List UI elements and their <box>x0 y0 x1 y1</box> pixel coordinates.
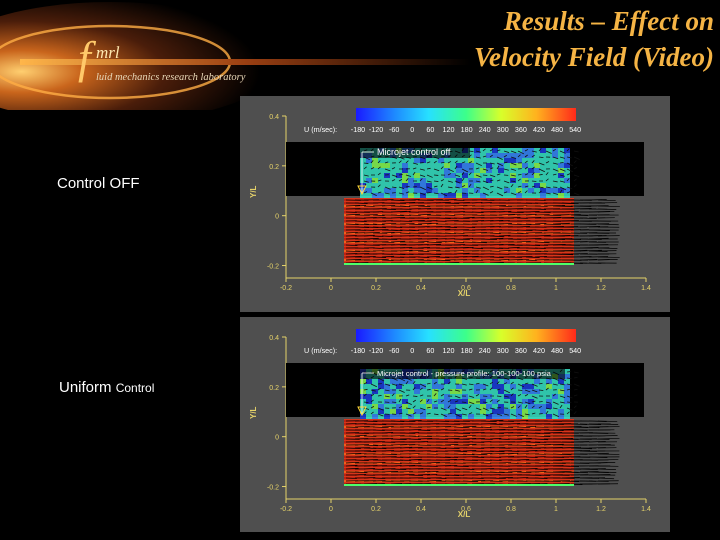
y-tick-label: 0.2 <box>269 385 279 392</box>
legend-tick-label: 420 <box>533 346 545 355</box>
x-tick-label: 0 <box>329 285 333 292</box>
logo-subtitle: luid mechanics research laboratory <box>96 72 246 83</box>
legend-tick-label: 0 <box>410 346 414 355</box>
arrow-icon <box>357 406 367 417</box>
y-tick-label: 0.4 <box>269 335 279 342</box>
slide-title-line1: Results – Effect on <box>503 6 714 36</box>
legend-tick-label: 360 <box>515 346 527 355</box>
y-tick-label: 0 <box>275 214 279 221</box>
legend-tick-label: -180 <box>351 125 365 134</box>
y-tick-label: 0 <box>275 435 279 442</box>
side-label-small: Control <box>115 381 155 395</box>
legend-tick-label: 120 <box>443 346 455 355</box>
legend-tick-label: 60 <box>426 346 434 355</box>
y-axis-label: Y/L <box>249 185 258 198</box>
microjet-annotation: Microjet control - pressure profile: 100… <box>377 369 552 378</box>
y-tick-label: 0.4 <box>269 114 279 121</box>
velocity-plot-uniform-control: 0.4 0.2 0 -0.2 -0.2 0 0.2 0.4 0.6 0.8 1 1.2 1.4 Y/L X/… <box>240 317 670 532</box>
x-tick-label: 0.6 <box>461 506 471 513</box>
legend-tick-label: 240 <box>479 346 491 355</box>
logo-abbrev: mrl <box>96 43 120 62</box>
velocity-vectors-lower <box>345 198 620 265</box>
legend-tick-label: 540 <box>569 125 581 134</box>
x-tick-label: 0 <box>329 506 333 513</box>
side-label-main: Uniform <box>59 379 112 396</box>
legend-tick-label: 480 <box>551 125 563 134</box>
x-axis-label: X/L <box>458 289 471 298</box>
side-label-uniform-control: Uniform Control <box>59 379 154 396</box>
legend-tick-label: 60 <box>426 125 434 134</box>
x-tick-label: 0.4 <box>416 506 426 513</box>
legend-tick-label: 0 <box>410 125 414 134</box>
x-tick-label: 0.4 <box>416 285 426 292</box>
microjet-annotation: Microjet control off <box>377 147 451 157</box>
x-tick-label: 0.8 <box>506 285 516 292</box>
legend-tick-label: 180 <box>461 125 473 134</box>
x-tick-label: 1 <box>554 506 558 513</box>
velocity-vectors-upper <box>363 147 580 197</box>
legend-label: U (m/sec): <box>304 125 337 134</box>
x-tick-label: 0.2 <box>371 506 381 513</box>
legend-tick-label: 360 <box>515 125 527 134</box>
side-label-control-off: Control OFF <box>57 175 140 192</box>
legend-tick-label: 420 <box>533 125 545 134</box>
colorbar <box>356 329 576 342</box>
velocity-plot-control-off: 0.4 0.2 0 -0.2 -0.2 0 0.2 0.4 0.6 0.8 1 1.2 1.4 Y/L X/… <box>240 96 670 312</box>
slide-title-line2: Velocity Field (Video) <box>474 42 714 72</box>
legend-tick-label: -180 <box>351 346 365 355</box>
arrow-icon <box>357 185 367 196</box>
legend-tick-label: 120 <box>443 125 455 134</box>
x-tick-label: 1.4 <box>641 285 651 292</box>
x-tick-label: 1 <box>554 285 558 292</box>
y-tick-label: 0.2 <box>269 164 279 171</box>
legend-tick-label: 240 <box>479 125 491 134</box>
x-tick-label: 1.4 <box>641 506 651 513</box>
legend-tick-label: -120 <box>369 346 383 355</box>
x-tick-label: -0.2 <box>280 506 292 513</box>
legend-label: U (m/sec): <box>304 346 337 355</box>
legend-tick-label: 180 <box>461 346 473 355</box>
legend-tick-label: 300 <box>497 346 509 355</box>
x-tick-label: 0.8 <box>506 506 516 513</box>
x-tick-label: 1.2 <box>596 285 606 292</box>
x-tick-label: -0.2 <box>280 285 292 292</box>
side-label-main: Control OFF <box>57 175 140 192</box>
x-axis-label: X/L <box>458 510 471 519</box>
legend-tick-label: 480 <box>551 346 563 355</box>
x-tick-label: 0.2 <box>371 285 381 292</box>
legend-tick-label: -120 <box>369 125 383 134</box>
legend-tick-label: 540 <box>569 346 581 355</box>
legend-tick-label: 300 <box>497 125 509 134</box>
velocity-vectors-upper <box>363 368 580 418</box>
legend-tick-label: -60 <box>389 346 399 355</box>
y-tick-label: -0.2 <box>267 485 279 492</box>
x-tick-label: 0.6 <box>461 285 471 292</box>
x-tick-label: 1.2 <box>596 506 606 513</box>
y-axis-label: Y/L <box>249 406 258 419</box>
colorbar <box>356 108 576 121</box>
velocity-vectors-lower <box>345 419 620 485</box>
fmrl-logo: f mrl luid mechanics research laboratory <box>0 2 470 110</box>
legend-tick-label: -60 <box>389 125 399 134</box>
y-tick-label: -0.2 <box>267 264 279 271</box>
